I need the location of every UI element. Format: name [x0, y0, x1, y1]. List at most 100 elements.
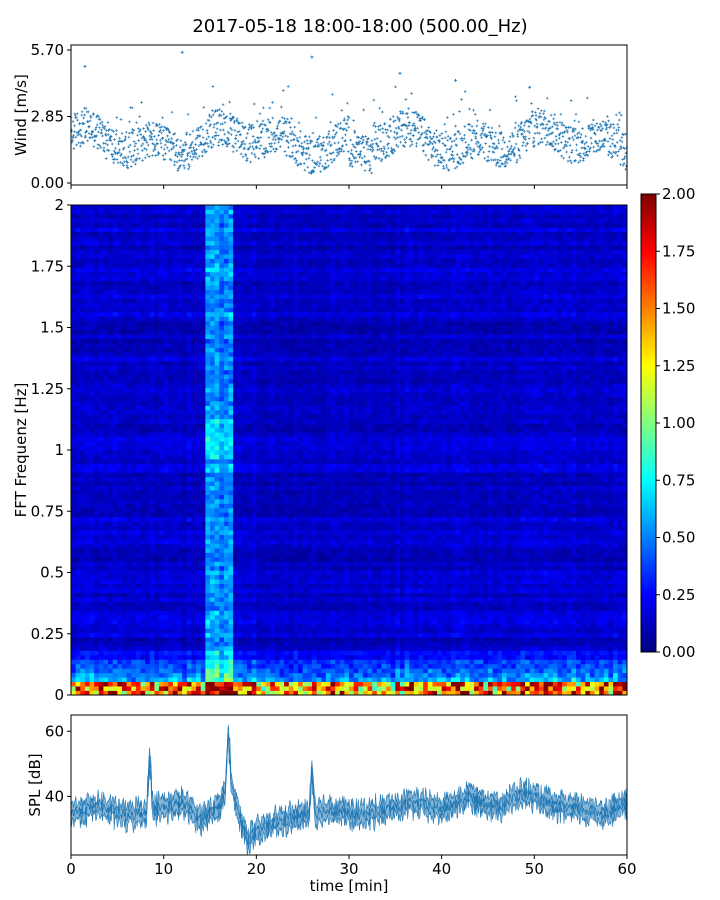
spectrogram-cell	[98, 352, 104, 357]
spectrogram-cell	[80, 285, 86, 291]
spectrogram-cell	[159, 499, 165, 504]
spectrogram-cell	[84, 552, 90, 558]
spectrogram-cell	[191, 570, 197, 576]
spectrogram-cell	[242, 570, 248, 576]
spectrogram-cell	[131, 556, 137, 562]
spectrogram-cell	[159, 401, 165, 406]
spectrogram-cell	[154, 254, 160, 259]
spectrogram-cell	[108, 525, 114, 531]
spectrogram-cell	[126, 637, 132, 642]
spectrogram-cell	[219, 298, 225, 304]
spectrogram-cell	[237, 245, 243, 250]
spectrogram-cell	[172, 360, 178, 366]
spectrogram-cell	[233, 276, 239, 282]
spectrogram-cell	[75, 690, 81, 696]
spectrogram-cell	[219, 570, 225, 576]
spectrogram-cell	[270, 231, 276, 237]
spectrogram-cell	[140, 374, 146, 380]
spectrogram-cell	[205, 267, 211, 273]
spectrogram-cell	[251, 454, 257, 460]
spectrogram-cell	[186, 628, 192, 634]
spectrogram-cell	[247, 262, 253, 268]
spectrogram-cell	[228, 369, 234, 375]
spectrogram-cell	[84, 432, 90, 438]
spectrogram-cell	[274, 369, 280, 375]
spectrogram-cell	[135, 539, 141, 544]
spectrogram-cell	[145, 623, 151, 629]
spectrogram-cell	[112, 646, 118, 651]
spectrogram-cell	[159, 539, 165, 544]
spectrogram-cell	[274, 681, 280, 687]
spectrogram-cell	[210, 494, 216, 500]
spectrogram-cell	[182, 320, 188, 326]
spectrogram-cell	[251, 374, 257, 380]
spectrogram-cell	[256, 262, 262, 268]
spectrogram-cell	[112, 668, 118, 674]
spectrogram-cell	[98, 222, 104, 228]
spectrogram-cell	[251, 463, 257, 469]
spectrogram-cell	[75, 543, 81, 549]
spectrogram-cell	[154, 525, 160, 531]
spectrogram-cell	[163, 503, 169, 509]
spectrogram-cell	[223, 481, 229, 487]
spectrogram-cell	[135, 409, 141, 415]
spectrogram-cell	[242, 632, 248, 638]
spectrogram-cell	[219, 637, 225, 642]
spectrogram-cell	[117, 583, 123, 589]
spectrogram-cell	[196, 245, 202, 250]
spectrogram-cell	[210, 218, 216, 224]
spectrogram-cell	[94, 476, 100, 482]
spectrogram-cell	[89, 360, 95, 366]
spectrogram-cell	[98, 485, 104, 491]
spectrogram-cell	[237, 414, 243, 420]
spectrogram-cell	[98, 641, 104, 647]
spectrogram-cell	[117, 543, 123, 549]
spectrogram-cell	[270, 561, 276, 567]
spectrogram-cell	[260, 561, 266, 567]
spectrogram-cell	[89, 677, 95, 683]
spectrogram-cell	[131, 579, 137, 585]
spectrogram-cell	[182, 614, 188, 620]
spectrogram-cell	[98, 262, 104, 268]
spectrogram-cell	[191, 338, 197, 344]
spectrogram-cell	[191, 267, 197, 273]
spectrogram-cell	[205, 222, 211, 228]
spectrogram-cell	[75, 374, 81, 380]
spectrogram-cell	[108, 347, 114, 353]
spectrogram-cell	[98, 445, 104, 451]
spectrogram-cell	[117, 205, 123, 210]
spectrogram-cell	[145, 343, 151, 348]
spectrogram-cell	[223, 454, 229, 460]
spectrogram-cell	[154, 285, 160, 291]
spectrogram-cell	[247, 289, 253, 295]
spectrogram-cell	[117, 592, 123, 598]
spectrogram-cell	[274, 378, 280, 384]
spectrogram-cell	[71, 414, 77, 420]
spectrogram-cell	[256, 677, 262, 683]
spectrogram-cell	[94, 329, 100, 335]
spectrogram-cell	[89, 690, 95, 696]
spectrogram-cell	[75, 378, 81, 384]
spectrogram-cell	[200, 543, 206, 549]
spectrogram-cell	[260, 409, 266, 415]
spectrogram-cell	[108, 271, 114, 277]
spectrogram-cell	[94, 383, 100, 389]
spectrogram-cell	[112, 690, 118, 696]
spectrogram-cell	[200, 503, 206, 509]
spectrogram-cell	[186, 365, 192, 371]
spectrogram-cell	[154, 378, 160, 384]
spectrogram-cell	[108, 605, 114, 611]
spectrogram-cell	[214, 494, 220, 500]
spectrogram-cell	[94, 637, 100, 642]
spectrogram-cell	[71, 556, 77, 562]
spectrogram-cell	[145, 285, 151, 291]
spectrogram-cell	[163, 454, 169, 460]
spectrogram-cell	[168, 663, 174, 669]
spectrogram-cell	[247, 668, 253, 674]
spectrogram-cell	[103, 271, 109, 277]
spectrogram-cell	[145, 369, 151, 375]
spectrogram-cell	[265, 561, 271, 567]
spectrogram-cell	[168, 352, 174, 357]
spectrogram-cell	[214, 548, 220, 553]
spectrogram-cell	[94, 623, 100, 629]
